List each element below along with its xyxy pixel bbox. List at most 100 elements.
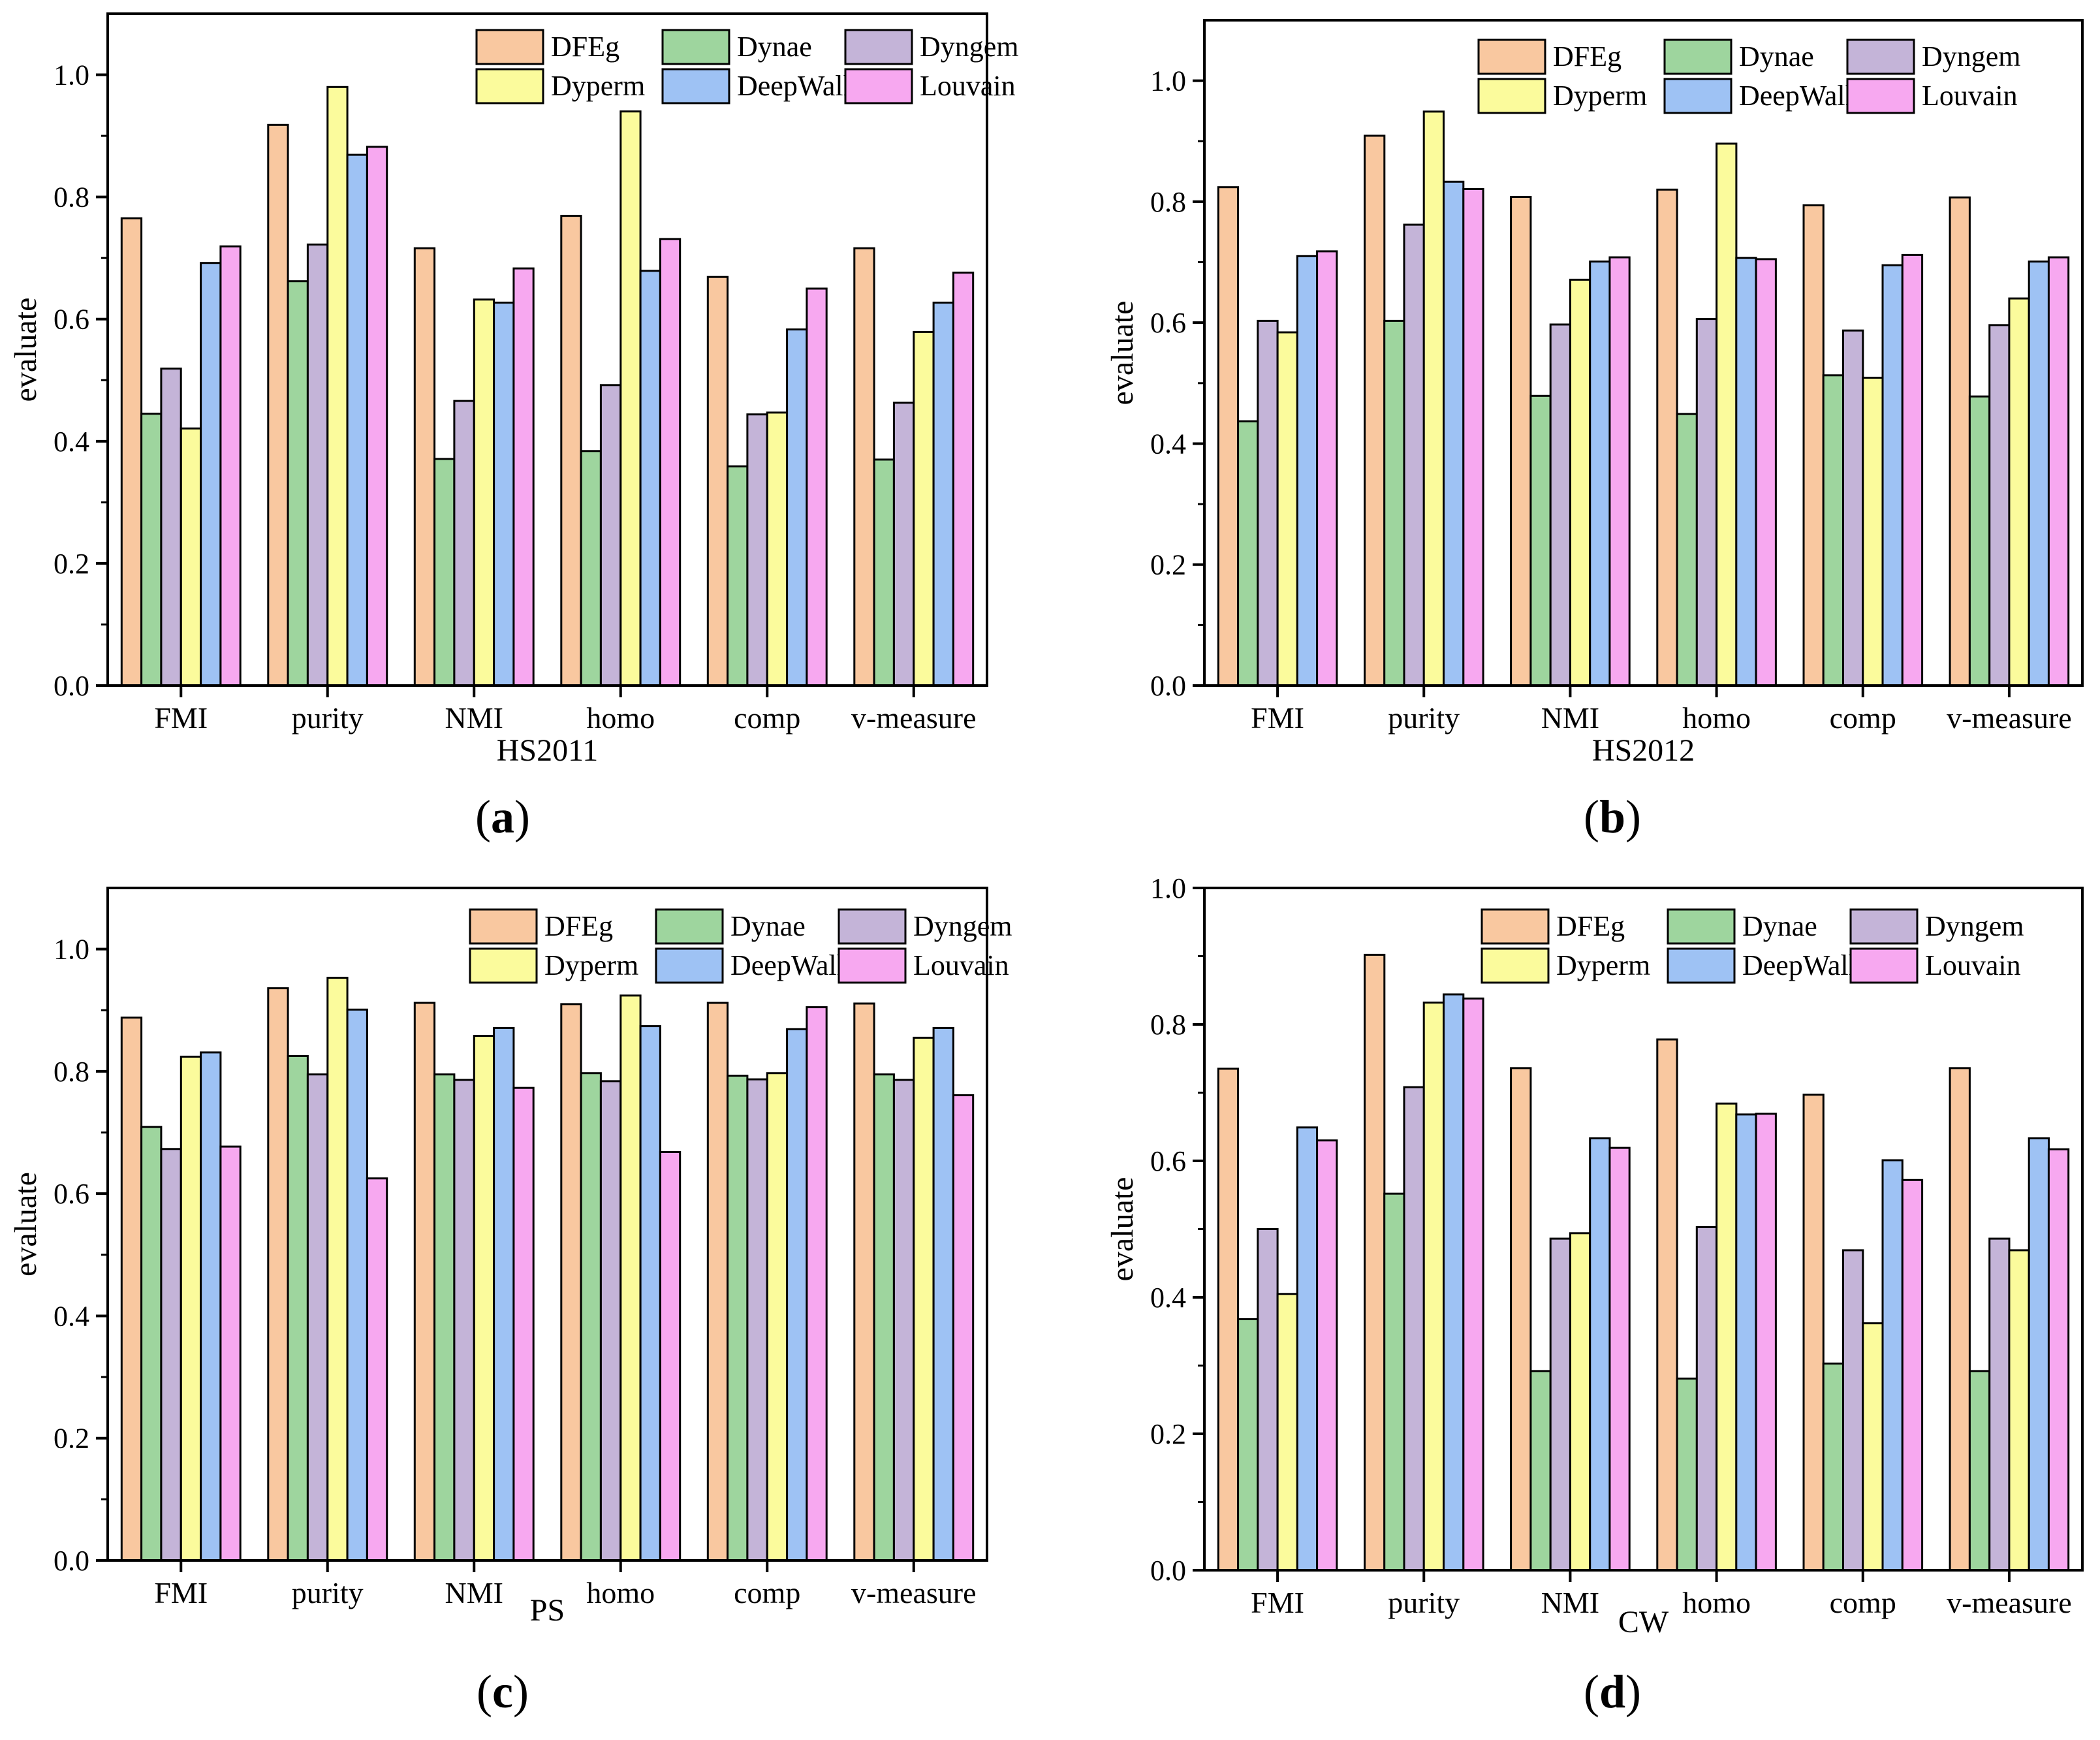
- bar-dfeg-comp: [1802, 204, 1825, 687]
- bar-deepwalk-comp: [786, 328, 808, 687]
- plot-frame: [106, 887, 988, 1562]
- bar-louvain-v-measure: [952, 272, 975, 687]
- bar-dfeg-fmi: [1217, 1068, 1240, 1572]
- x-tick-label: v-measure: [851, 701, 977, 735]
- legend-swatch-dyperm: [469, 947, 538, 984]
- legend-swatch-dyngem: [838, 908, 907, 945]
- bar-dyngem-homo: [599, 1080, 622, 1562]
- bar-dyperm-homo: [619, 110, 642, 687]
- bar-dyperm-fmi: [1276, 1293, 1298, 1572]
- bar-dyperm-fmi: [1276, 331, 1298, 687]
- x-tick-label: comp: [734, 701, 800, 735]
- bar-louvain-v-measure: [2047, 1148, 2070, 1572]
- legend-label-dynae: Dynae: [730, 910, 806, 942]
- bar-dyperm-v-measure: [2008, 1249, 2030, 1572]
- bar-dyperm-homo: [1716, 1102, 1738, 1572]
- bar-dfeg-comp: [1802, 1094, 1825, 1572]
- bar-dyperm-comp: [766, 411, 789, 687]
- bar-louvain-purity: [1462, 188, 1484, 687]
- bar-dynae-purity: [1383, 319, 1405, 687]
- bar-louvain-homo: [659, 238, 682, 687]
- legend-swatch-dynae: [1663, 39, 1732, 75]
- bar-dyperm-homo: [619, 994, 642, 1562]
- x-tick-label: FMI: [1251, 1586, 1304, 1619]
- y-tick-label: 0.4: [1150, 428, 1186, 460]
- bar-dyperm-nmi: [473, 298, 495, 687]
- y-axis-title: evaluate: [8, 1172, 43, 1276]
- bar-deepwalk-purity: [346, 1008, 368, 1562]
- x-tick-label: FMI: [154, 701, 208, 735]
- bar-dyngem-homo: [1695, 1226, 1718, 1572]
- bar-dyngem-nmi: [1549, 323, 1571, 687]
- y-tick-label: 0.0: [54, 670, 89, 702]
- bar-dyperm-v-measure: [913, 1036, 935, 1562]
- bar-dyperm-purity: [1422, 1002, 1445, 1572]
- bar-dyperm-purity: [326, 977, 349, 1562]
- legend-swatch-dfeg: [1477, 39, 1546, 75]
- panel-d: 0.0 0.2 0.4 0.6 0.8 1.0 FMI purity NMI homo comp v-…: [1105, 872, 2084, 1718]
- legend-swatch-dfeg: [475, 29, 544, 65]
- bar-dynae-purity: [1383, 1192, 1405, 1572]
- bar-dyperm-nmi: [1569, 1232, 1591, 1572]
- bar-dyngem-homo: [1695, 318, 1718, 687]
- legend-swatch-deepwalk: [1663, 78, 1732, 114]
- bar-dyperm-purity: [1422, 110, 1445, 687]
- bar-deepwalk-fmi: [200, 262, 222, 687]
- bar-dfeg-comp: [706, 1002, 729, 1562]
- bar-deepwalk-fmi: [1296, 1126, 1319, 1572]
- y-tick-label: 0.6: [1150, 1145, 1186, 1177]
- bar-dyngem-homo: [599, 384, 622, 687]
- x-tick-label: purity: [1388, 1586, 1460, 1619]
- bar-dyngem-purity: [1403, 223, 1425, 687]
- bar-dfeg-fmi: [120, 1017, 143, 1562]
- legend-label-dyngem: Dyngem: [920, 31, 1019, 63]
- legend-label-dynae: Dynae: [1739, 40, 1814, 72]
- y-tick-label: 0.4: [54, 426, 89, 458]
- bar-dynae-comp: [727, 1075, 749, 1562]
- x-tick-label: NMI: [1541, 701, 1599, 735]
- x-axis-title: HS2012: [1592, 733, 1695, 768]
- bar-deepwalk-comp: [1881, 1159, 1904, 1572]
- x-tick-label: v-measure: [1947, 701, 2072, 735]
- y-tick-label: 1.0: [54, 59, 89, 91]
- bar-louvain-fmi: [219, 1145, 242, 1562]
- bar-dfeg-purity: [1364, 953, 1386, 1572]
- legend-swatch-dyperm: [475, 68, 544, 104]
- bar-dynae-fmi: [1237, 420, 1259, 687]
- legend-swatch-louvain: [1849, 947, 1919, 984]
- bar-deepwalk-purity: [346, 153, 368, 687]
- bar-dyperm-homo: [1716, 142, 1738, 687]
- bar-dyngem-nmi: [453, 400, 475, 687]
- x-tick-label: purity: [1388, 701, 1460, 735]
- bar-dynae-v-measure: [1968, 395, 1991, 687]
- y-tick-label: 0.8: [54, 1056, 89, 1088]
- x-tick-label: homo: [1682, 1586, 1751, 1619]
- bar-dynae-nmi: [1529, 394, 1552, 687]
- bar-dyperm-comp: [1862, 1322, 1884, 1572]
- bar-dyperm-nmi: [1569, 278, 1591, 687]
- bar-dynae-homo: [1676, 1377, 1698, 1572]
- x-tick-label: comp: [1830, 701, 1896, 735]
- bar-dynae-fmi: [1237, 1318, 1259, 1572]
- legend-swatch-louvain: [844, 68, 913, 104]
- y-tick-label: 0.2: [54, 548, 89, 580]
- bar-dfeg-purity: [267, 123, 289, 687]
- bar-dynae-fmi: [140, 1126, 163, 1562]
- legend-label-dynae: Dynae: [737, 31, 812, 63]
- bar-dyngem-comp: [746, 1078, 768, 1562]
- bar-dynae-nmi: [1529, 1370, 1552, 1572]
- bar-dynae-nmi: [433, 1073, 456, 1562]
- x-tick-label: NMI: [445, 701, 503, 735]
- legend: DFEg Dynae Dyngem Dyperm DeepWalk Louvain: [475, 29, 1019, 104]
- bar-dynae-nmi: [433, 458, 456, 687]
- bar-dfeg-homo: [1656, 188, 1678, 687]
- x-tick-label: v-measure: [851, 1576, 977, 1609]
- x-tick-label: NMI: [1541, 1586, 1599, 1619]
- legend: DFEg Dynae Dyngem Dyperm DeepWalk Louvain: [469, 908, 1012, 984]
- legend-label-dyperm: Dyperm: [1553, 80, 1647, 112]
- y-tick-label: 1.0: [1150, 872, 1186, 904]
- bar-dfeg-purity: [1364, 134, 1386, 687]
- legend-label-dynae: Dynae: [1742, 910, 1817, 942]
- bar-dfeg-v-measure: [853, 1002, 875, 1562]
- legend-swatch-dynae: [661, 29, 730, 65]
